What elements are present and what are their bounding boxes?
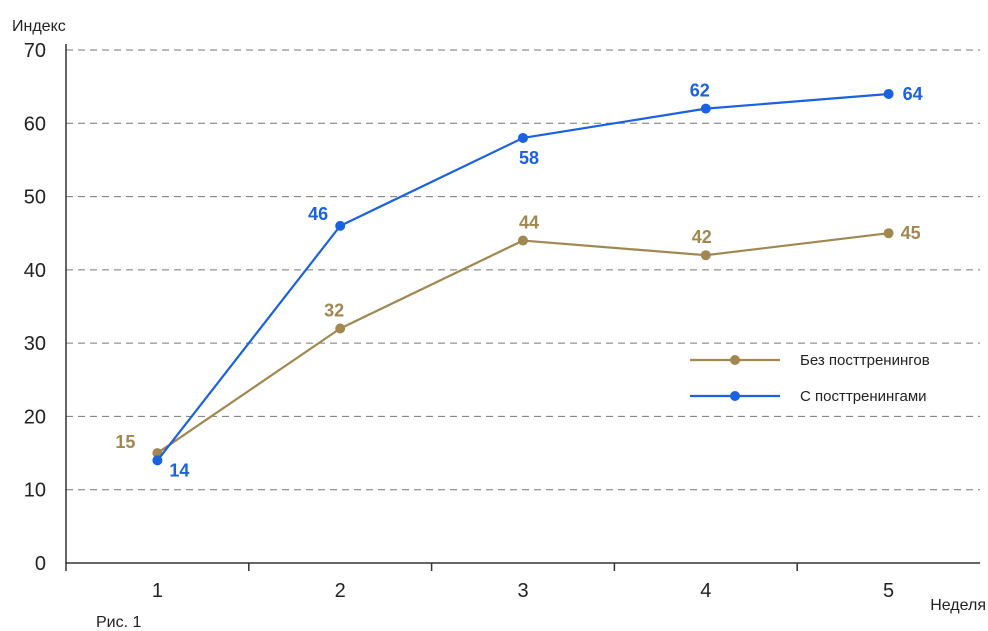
y-tick-label: 0 xyxy=(35,553,46,575)
x-tick-label: 3 xyxy=(517,580,528,602)
axes: Индекс Неделя Рис. 1 0 10 20 30 40 50 60 70 1 2 3 4… xyxy=(12,18,986,631)
data-labels: 15 32 44 42 45 14 46 58 62 64 xyxy=(115,81,922,481)
gridlines xyxy=(66,49,980,491)
data-label: 46 xyxy=(308,204,328,224)
x-tick-label: 2 xyxy=(335,580,346,602)
data-point xyxy=(700,103,711,114)
legend: Без посттренингов С посттренингами xyxy=(690,352,930,405)
y-tick-label: 30 xyxy=(24,333,46,355)
data-point xyxy=(518,132,528,143)
data-point xyxy=(335,220,346,231)
y-axis-title: Индекс xyxy=(12,18,66,35)
figure-caption: Рис. 1 xyxy=(96,614,142,631)
data-label: 64 xyxy=(903,84,923,104)
y-tick-label: 70 xyxy=(24,40,46,62)
legend-marker xyxy=(730,355,740,365)
data-point xyxy=(335,323,346,334)
x-tick-label: 4 xyxy=(700,580,711,602)
x-tick-label: 5 xyxy=(883,580,894,602)
data-label: 14 xyxy=(169,460,189,480)
data-label: 45 xyxy=(901,223,921,243)
data-label: 42 xyxy=(692,227,712,247)
data-label: 15 xyxy=(115,432,135,452)
y-tick-label: 50 xyxy=(24,187,46,209)
legend-marker xyxy=(730,391,740,401)
series-lines xyxy=(152,88,894,466)
data-point xyxy=(883,228,894,239)
y-tick-label: 20 xyxy=(24,406,46,428)
data-point xyxy=(152,455,163,466)
data-point xyxy=(883,88,894,99)
data-point xyxy=(518,235,528,246)
x-tick-label: 1 xyxy=(152,580,163,602)
data-point xyxy=(700,250,711,261)
data-label: 44 xyxy=(519,213,539,233)
legend-label: С посттренингами xyxy=(800,388,927,405)
y-tick-label: 10 xyxy=(24,480,46,502)
x-axis-title: Неделя xyxy=(930,597,986,614)
data-label: 62 xyxy=(690,81,710,101)
y-tick-label: 40 xyxy=(24,260,46,282)
data-label: 32 xyxy=(324,300,344,320)
legend-label: Без посттренингов xyxy=(800,352,930,369)
data-label: 58 xyxy=(519,148,539,168)
y-tick-label: 60 xyxy=(24,113,46,135)
